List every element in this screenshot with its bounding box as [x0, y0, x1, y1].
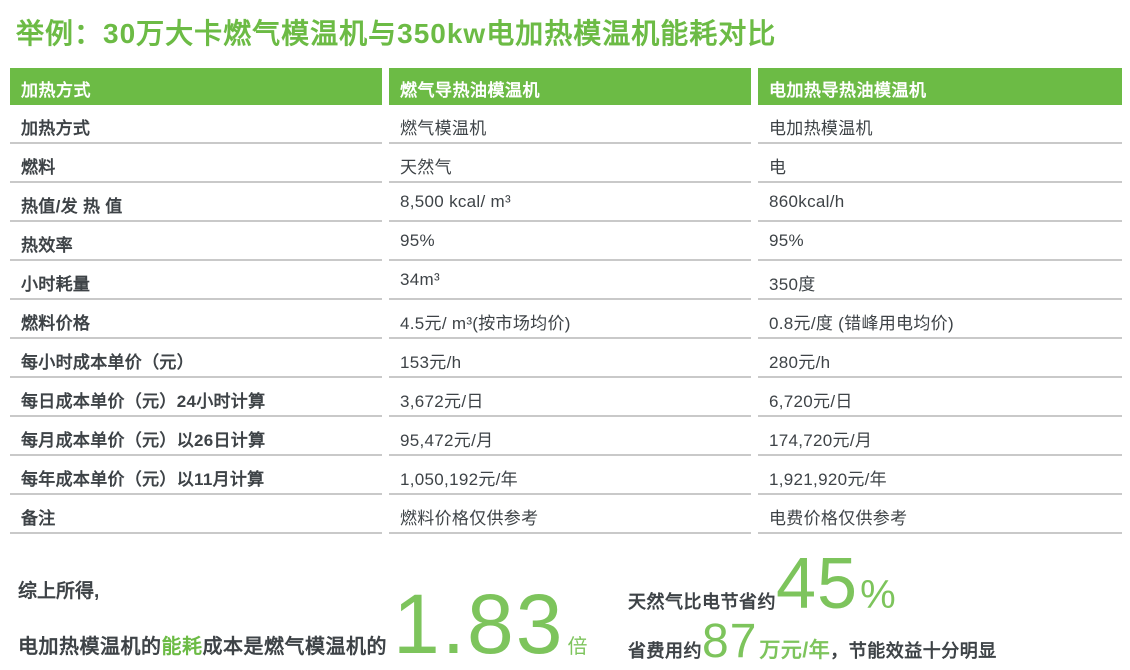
gas-value-cell: 153元/h — [389, 339, 751, 378]
savings-amount-value: 87 — [702, 615, 758, 668]
row-label-cell: 每月成本单价（元）以26日计算 — [10, 417, 382, 456]
row-label-cell: 燃料价格 — [10, 300, 382, 339]
electric-value-cell: 1,921,920元/年 — [758, 456, 1122, 495]
table-row: 加热方式 燃气模温机 电加热模温机 — [10, 105, 1122, 144]
table-row: 每日成本单价（元）24小时计算 3,672元/日 6,720元/日 — [10, 378, 1122, 417]
summary-sentence-suffix: 成本是燃气模温机的 — [202, 636, 387, 658]
table-header-row: 加热方式 燃气导热油模温机 电加热导热油模温机 — [10, 68, 1122, 105]
ratio-unit: 倍 — [567, 636, 588, 658]
gas-value-cell: 天然气 — [389, 144, 751, 183]
savings-amount-unit: 万元/年 — [759, 639, 831, 662]
gas-value-cell: 3,672元/日 — [389, 378, 751, 417]
savings-percent-label: 天然气比电节省约 — [628, 592, 776, 612]
electric-value-cell: 电 — [758, 144, 1122, 183]
gas-value-cell: 1,050,192元/年 — [389, 456, 751, 495]
table-row: 热效率 95% 95% — [10, 222, 1122, 261]
row-label-cell: 每年成本单价（元）以11月计算 — [10, 456, 382, 495]
table-row: 小时耗量 34m³ 350度 — [10, 261, 1122, 300]
savings-amount-suffix: ，节能效益十分明显 — [830, 641, 997, 661]
table-row: 每月成本单价（元）以26日计算 95,472元/月 174,720元/月 — [10, 417, 1122, 456]
comparison-table-body: 加热方式 燃气模温机 电加热模温机 燃料 天然气电热值/发 热 值 8,500 kcal/… — [10, 105, 1122, 534]
page-title: 举例：30万大卡燃气模温机与350kw电加热模温机能耗对比 — [16, 18, 777, 49]
savings-amount-line: 省费用约 87 万元/年 ，节能效益十分明显 — [628, 618, 997, 666]
table-row: 燃料 天然气电 — [10, 144, 1122, 183]
table-row: 热值/发 热 值 8,500 kcal/ m³ 860kcal/h — [10, 183, 1122, 222]
row-label-cell: 热值/发 热 值 — [10, 183, 382, 222]
electric-value-cell: 6,720元/日 — [758, 378, 1122, 417]
row-label-cell: 热效率 — [10, 222, 382, 261]
gas-value-cell: 95,472元/月 — [389, 417, 751, 456]
electric-value-cell: 280元/h — [758, 339, 1122, 378]
electric-value-cell: 174,720元/月 — [758, 417, 1122, 456]
electric-value-cell: 电加热模温机 — [758, 105, 1122, 144]
gas-value-cell: 8,500 kcal/ m³ — [389, 183, 751, 222]
gas-value-cell: 4.5元/ m³(按市场均价) — [389, 300, 751, 339]
header-cell-electric: 电加热导热油模温机 — [758, 68, 1122, 105]
summary-intro: 综上所得, — [18, 581, 100, 602]
row-label-cell: 燃料 — [10, 144, 382, 183]
savings-amount-label: 省费用约 — [628, 641, 702, 661]
table-row: 每小时成本单价（元） 153元/h 280元/h — [10, 339, 1122, 378]
row-label-cell: 小时耗量 — [10, 261, 382, 300]
header-cell-gas: 燃气导热油模温机 — [389, 68, 751, 105]
table-row: 燃料价格 4.5元/ m³(按市场均价) 0.8元/度 (错峰用电均价) — [10, 300, 1122, 339]
gas-value-cell: 燃料价格仅供参考 — [389, 495, 751, 534]
row-label-cell: 每小时成本单价（元） — [10, 339, 382, 378]
electric-value-cell: 350度 — [758, 261, 1122, 300]
savings-percent-line: 天然气比电节省约 45 % — [628, 548, 896, 620]
electric-value-cell: 860kcal/h — [758, 183, 1122, 222]
gas-value-cell: 95% — [389, 222, 751, 261]
savings-percent-value: 45 — [776, 544, 859, 624]
percent-sign: % — [860, 573, 896, 617]
summary-ratio-line: 电加热模温机的 能耗 成本是燃气模温机的 1.83 倍 — [18, 582, 588, 666]
table-row: 备注 燃料价格仅供参考 电费价格仅供参考 — [10, 495, 1122, 534]
summary-sentence-prefix: 电加热模温机的 — [18, 636, 162, 658]
electric-value-cell: 0.8元/度 (错峰用电均价) — [758, 300, 1122, 339]
table-row: 每年成本单价（元）以11月计算 1,050,192元/年 1,921,920元/年 — [10, 456, 1122, 495]
row-label-cell: 备注 — [10, 495, 382, 534]
gas-value-cell: 34m³ — [389, 261, 751, 300]
energy-highlight: 能耗 — [161, 636, 203, 658]
row-label-cell: 加热方式 — [10, 105, 382, 144]
header-cell-parameter: 加热方式 — [10, 68, 382, 105]
electric-value-cell: 电费价格仅供参考 — [758, 495, 1122, 534]
electric-value-cell: 95% — [758, 222, 1122, 261]
gas-value-cell: 燃气模温机 — [389, 105, 751, 144]
comparison-table: 加热方式 燃气导热油模温机 电加热导热油模温机 加热方式 燃气模温机 电加热模温机燃… — [10, 68, 1122, 534]
row-label-cell: 每日成本单价（元）24小时计算 — [10, 378, 382, 417]
ratio-value: 1.83 — [393, 577, 565, 670]
